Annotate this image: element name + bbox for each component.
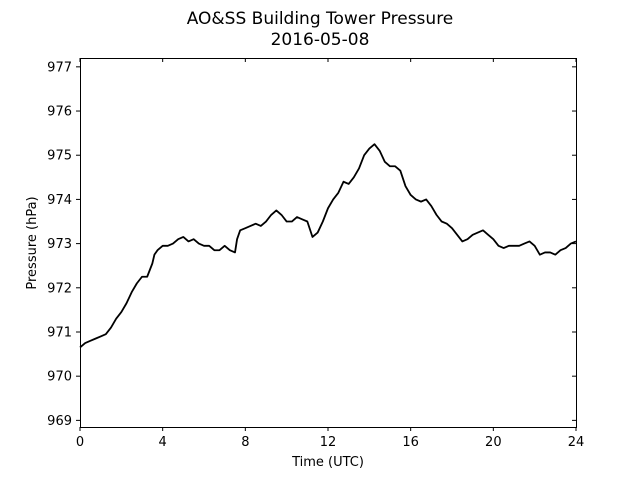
y-tick-label: 972 [47, 281, 72, 296]
x-tick-label: 12 [320, 435, 337, 450]
x-tick-label: 4 [159, 435, 167, 450]
x-tick-label: 20 [485, 435, 502, 450]
x-tick-label: 24 [568, 435, 585, 450]
x-tick-label: 0 [76, 435, 84, 450]
chart-title: AO&SS Building Tower Pressure [187, 9, 454, 29]
y-tick-label: 973 [47, 237, 72, 252]
plot-frame [80, 58, 577, 428]
y-tick-label: 971 [47, 325, 72, 340]
y-tick-label: 969 [47, 414, 72, 429]
pressure-series-line [79, 143, 577, 349]
series-group [79, 143, 577, 349]
y-tick-label: 977 [47, 60, 72, 75]
tick-group: 0 4 8 12 16 20 24 969 970 971 972 973 974 975 976 977 [47, 58, 584, 450]
y-tick-label: 974 [47, 193, 72, 208]
y-axis-label: Pressure (hPa) [25, 196, 40, 289]
x-tick-label: 8 [241, 435, 249, 450]
y-tick-label: 976 [47, 105, 72, 120]
y-tick-label: 975 [47, 149, 72, 164]
chart-subtitle: 2016-05-08 [271, 30, 370, 50]
y-tick-label: 970 [47, 370, 72, 385]
x-axis-label: Time (UTC) [291, 455, 364, 470]
x-tick-label: 16 [402, 435, 419, 450]
